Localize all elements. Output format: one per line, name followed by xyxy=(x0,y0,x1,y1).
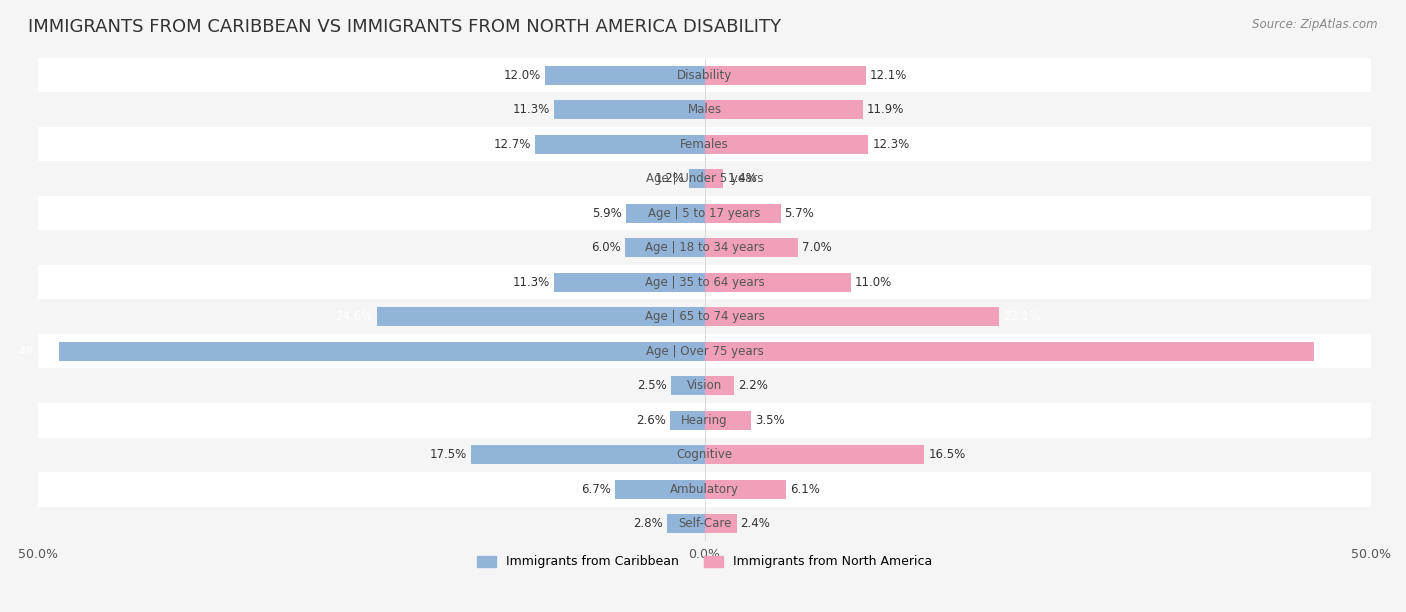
Bar xyxy=(544,65,704,84)
Text: Disability: Disability xyxy=(676,69,733,81)
Text: 12.0%: 12.0% xyxy=(503,69,540,81)
Text: 12.3%: 12.3% xyxy=(873,138,910,151)
Text: 1.2%: 1.2% xyxy=(655,172,685,185)
Bar xyxy=(704,376,734,395)
Text: 2.6%: 2.6% xyxy=(636,414,666,427)
Bar xyxy=(377,307,704,326)
Text: 6.0%: 6.0% xyxy=(591,241,620,254)
Bar xyxy=(38,438,1371,472)
Bar xyxy=(704,307,1000,326)
Text: 7.0%: 7.0% xyxy=(801,241,831,254)
Text: Age | Over 75 years: Age | Over 75 years xyxy=(645,345,763,358)
Bar xyxy=(704,204,780,223)
Bar xyxy=(38,507,1371,541)
Text: 11.3%: 11.3% xyxy=(513,103,550,116)
Bar xyxy=(38,265,1371,299)
Bar xyxy=(704,169,723,188)
Bar xyxy=(671,376,704,395)
Bar xyxy=(38,92,1371,127)
Bar xyxy=(536,135,704,154)
Text: 1.4%: 1.4% xyxy=(727,172,756,185)
Text: Males: Males xyxy=(688,103,721,116)
Bar xyxy=(554,100,704,119)
Bar xyxy=(554,273,704,292)
Text: 45.7%: 45.7% xyxy=(1317,345,1355,358)
Text: 3.5%: 3.5% xyxy=(755,414,785,427)
Bar xyxy=(38,368,1371,403)
Bar xyxy=(704,100,863,119)
Text: Age | 18 to 34 years: Age | 18 to 34 years xyxy=(645,241,765,254)
Text: Age | 65 to 74 years: Age | 65 to 74 years xyxy=(644,310,765,323)
Legend: Immigrants from Caribbean, Immigrants from North America: Immigrants from Caribbean, Immigrants fr… xyxy=(472,550,936,573)
Text: IMMIGRANTS FROM CARIBBEAN VS IMMIGRANTS FROM NORTH AMERICA DISABILITY: IMMIGRANTS FROM CARIBBEAN VS IMMIGRANTS … xyxy=(28,18,782,36)
Bar xyxy=(704,446,925,465)
Text: Age | Under 5 years: Age | Under 5 years xyxy=(645,172,763,185)
Text: 5.7%: 5.7% xyxy=(785,207,814,220)
Bar xyxy=(668,514,704,533)
Text: 12.7%: 12.7% xyxy=(494,138,531,151)
Bar xyxy=(38,127,1371,162)
Text: Females: Females xyxy=(681,138,728,151)
Bar xyxy=(38,403,1371,438)
Bar xyxy=(38,196,1371,231)
Bar xyxy=(689,169,704,188)
Bar xyxy=(704,135,869,154)
Text: 22.1%: 22.1% xyxy=(1002,310,1040,323)
Bar xyxy=(38,162,1371,196)
Text: Vision: Vision xyxy=(688,379,723,392)
Bar xyxy=(704,273,851,292)
Text: 48.4%: 48.4% xyxy=(18,345,55,358)
Text: 11.9%: 11.9% xyxy=(868,103,904,116)
Text: 12.1%: 12.1% xyxy=(870,69,907,81)
Text: Hearing: Hearing xyxy=(682,414,728,427)
Text: Ambulatory: Ambulatory xyxy=(671,483,740,496)
Text: 11.0%: 11.0% xyxy=(855,275,893,289)
Bar xyxy=(59,341,704,360)
Bar xyxy=(38,334,1371,368)
Text: 17.5%: 17.5% xyxy=(430,448,467,461)
Bar xyxy=(704,65,866,84)
Text: 11.3%: 11.3% xyxy=(513,275,550,289)
Bar xyxy=(669,411,704,430)
Text: 6.1%: 6.1% xyxy=(790,483,820,496)
Bar xyxy=(626,204,704,223)
Bar xyxy=(38,231,1371,265)
Text: 6.7%: 6.7% xyxy=(581,483,612,496)
Text: Cognitive: Cognitive xyxy=(676,448,733,461)
Text: 5.9%: 5.9% xyxy=(592,207,621,220)
Text: Source: ZipAtlas.com: Source: ZipAtlas.com xyxy=(1253,18,1378,31)
Bar xyxy=(38,472,1371,507)
Text: Age | 35 to 64 years: Age | 35 to 64 years xyxy=(645,275,765,289)
Bar xyxy=(38,299,1371,334)
Text: Age | 5 to 17 years: Age | 5 to 17 years xyxy=(648,207,761,220)
Bar xyxy=(704,514,737,533)
Bar xyxy=(704,411,751,430)
Text: 2.4%: 2.4% xyxy=(741,517,770,531)
Bar xyxy=(704,238,797,257)
Bar xyxy=(704,480,786,499)
Bar xyxy=(616,480,704,499)
Bar xyxy=(471,446,704,465)
Text: 2.5%: 2.5% xyxy=(637,379,668,392)
Bar xyxy=(38,58,1371,92)
Bar xyxy=(624,238,704,257)
Text: 2.2%: 2.2% xyxy=(738,379,768,392)
Bar xyxy=(704,341,1313,360)
Text: 24.6%: 24.6% xyxy=(335,310,373,323)
Text: 16.5%: 16.5% xyxy=(928,448,966,461)
Text: 2.8%: 2.8% xyxy=(634,517,664,531)
Text: Self-Care: Self-Care xyxy=(678,517,731,531)
